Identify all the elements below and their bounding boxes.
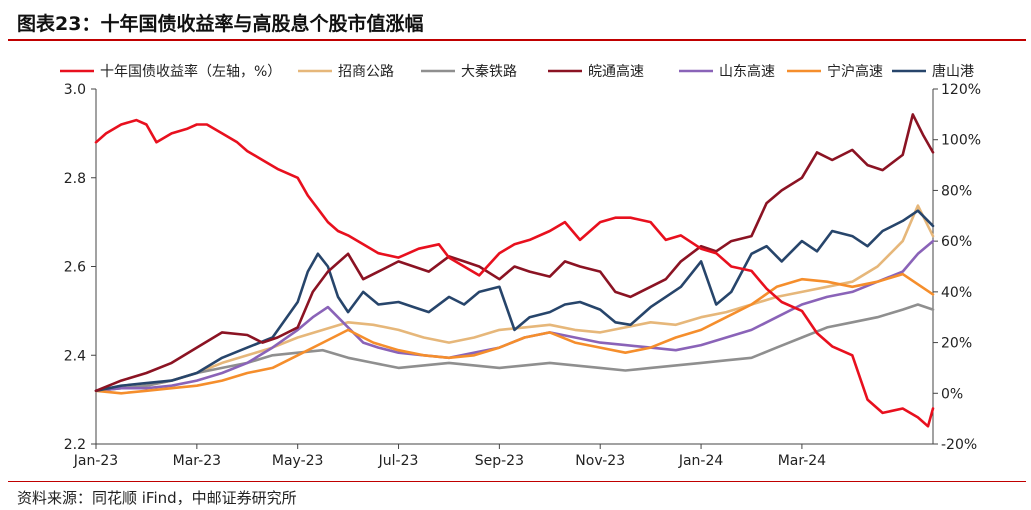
legend: 十年国债收益率（左轴，%） 招商公路 大秦铁路 皖通高速 山东高速 宁沪高速 唐山港 xyxy=(60,63,974,80)
chart-title: 图表23：十年国债收益率与高股息个股市值涨幅 xyxy=(17,13,424,35)
right-tick-label: 80% xyxy=(941,183,972,199)
source-note: 资料来源：同花顺 iFind，中邮证券研究所 xyxy=(17,489,297,507)
series-line-5 xyxy=(94,272,935,395)
right-tick-label: 120% xyxy=(941,82,981,98)
footer-divider xyxy=(8,481,1026,482)
right-tick-label: -20% xyxy=(941,437,977,453)
title-divider xyxy=(8,39,1026,41)
x-tick-label: Jan-23 xyxy=(73,453,118,469)
title-bar: 图表23：十年国债收益率与高股息个股市值涨幅 xyxy=(0,0,1031,41)
x-tick-label: Mar-23 xyxy=(173,453,221,469)
x-axis: Jan-23 Mar-23 May-23 Jul-23 Sep-23 Nov-23 Jan-… xyxy=(73,443,933,469)
series-line-6 xyxy=(94,209,935,393)
x-tick-label: Sep-23 xyxy=(475,453,524,469)
right-tick-label: 0% xyxy=(941,386,963,402)
x-tick-label: Nov-23 xyxy=(575,453,625,469)
legend-label: 大秦铁路 xyxy=(461,64,517,80)
x-tick-label: Jul-23 xyxy=(378,453,419,469)
right-axis: -20% 0% 20% 40% 60% 80% 100% 120% xyxy=(932,82,981,453)
series-line-2 xyxy=(94,303,935,393)
legend-label: 宁沪高速 xyxy=(827,63,883,80)
legend-label: 山东高速 xyxy=(719,63,775,80)
series-lines xyxy=(94,113,935,428)
legend-label: 皖通高速 xyxy=(588,63,644,80)
x-tick-label: Jan-24 xyxy=(678,453,724,469)
line-chart: 2.2 2.4 2.6 2.8 3.0 -20% 0% 20% 40% 60% 80% 100% 12… xyxy=(60,63,981,469)
left-tick-label: 2.6 xyxy=(64,260,86,276)
series-line-3 xyxy=(94,113,935,393)
left-tick-label: 2.8 xyxy=(64,171,86,187)
right-tick-label: 20% xyxy=(941,336,972,352)
left-tick-label: 3.0 xyxy=(64,82,86,98)
legend-label: 招商公路 xyxy=(338,64,394,80)
legend-label: 十年国债收益率（左轴，%） xyxy=(100,63,281,80)
left-axis: 2.2 2.4 2.6 2.8 3.0 xyxy=(64,82,97,453)
x-tick-label: May-23 xyxy=(272,453,324,469)
right-tick-label: 60% xyxy=(941,234,972,250)
series-line-0 xyxy=(94,118,935,428)
x-tick-label: Mar-24 xyxy=(778,453,826,469)
legend-label: 唐山港 xyxy=(932,63,974,80)
right-tick-label: 40% xyxy=(941,285,972,301)
left-tick-label: 2.2 xyxy=(64,437,86,453)
series-line-1 xyxy=(94,204,935,393)
left-tick-label: 2.4 xyxy=(64,348,86,364)
right-tick-label: 100% xyxy=(941,133,981,149)
